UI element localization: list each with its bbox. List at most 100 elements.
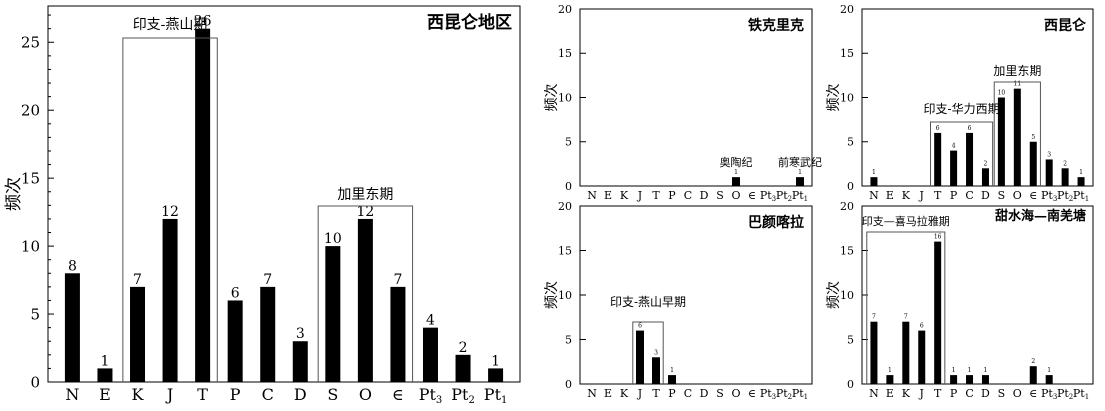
bar-value-label: 1 — [798, 169, 802, 176]
bar-value-label: 12 — [356, 204, 374, 220]
bar-S — [997, 97, 1005, 186]
x-tick-label: ∈ — [1029, 189, 1037, 202]
chart-title: 铁克里克 — [748, 17, 804, 34]
x-tick-label: O — [1013, 387, 1022, 400]
x-tick-label: S — [998, 387, 1006, 400]
y-tick-label: 25 — [21, 34, 40, 52]
bar-Pt1 — [796, 177, 804, 186]
y-tick-label: 0 — [847, 378, 854, 391]
x-tick-label: T — [934, 189, 942, 202]
chart-panel-4: 0 5 10 15 20 频次 N E K 6 J 3 T 1 P C D S O ∈ Pt3 Pt2 Pt1 巴颜喀拉印支-… — [544, 200, 813, 401]
period-label: 印支-燕山早期 — [610, 295, 686, 309]
x-tick-label: E — [604, 189, 612, 202]
bar-D — [981, 375, 989, 384]
x-tick-label: C — [965, 189, 973, 202]
period-label: 加里东期 — [993, 64, 1041, 78]
x-tick-label: P — [950, 387, 958, 400]
x-tick-label: S — [327, 385, 338, 404]
bar-O — [1013, 88, 1021, 186]
period-bracket — [632, 321, 664, 384]
bar-value-label: 8 — [68, 258, 77, 274]
bar-P — [227, 300, 243, 382]
y-tick-label: 20 — [558, 3, 572, 16]
y-tick-label: 0 — [565, 180, 572, 193]
chart-panel-5: 0 5 10 15 20 频次 7 N 1 E 7 K 6 J 16 T 1 P 1 C 1 D S O 2 ∈ 1 Pt3 Pt2 Pt… — [826, 200, 1094, 401]
plot-frame — [47, 5, 521, 383]
x-tick-label: ∈ — [748, 387, 756, 400]
x-tick-label: Pt2 — [776, 387, 792, 401]
chart-title: 巴颜喀拉 — [748, 214, 804, 231]
y-axis-label: 频次 — [544, 84, 560, 112]
x-tick-label: ∈ — [1029, 387, 1037, 400]
period-label: 加里东期 — [337, 187, 393, 203]
x-tick-label: Pt3 — [760, 387, 776, 401]
x-tick-label: Pt1 — [1073, 387, 1089, 401]
x-tick-label: Pt1 — [484, 385, 508, 406]
bar-C — [966, 132, 974, 186]
y-tick-label: 10 — [21, 237, 40, 255]
period-label: 奥陶纪 — [720, 155, 753, 169]
x-tick-label: E — [886, 189, 894, 202]
y-axis-label: 频次 — [826, 84, 842, 112]
bar-value-label: 1 — [984, 367, 988, 374]
bar-C — [966, 375, 974, 384]
x-tick-label: J — [165, 385, 173, 404]
y-tick-label: 20 — [558, 200, 572, 213]
bar-value-label: 1 — [872, 169, 876, 176]
bar-T — [195, 28, 211, 383]
bar-value-label: 4 — [952, 143, 956, 150]
x-tick-label: P — [230, 385, 241, 404]
y-tick-label: 15 — [840, 47, 854, 60]
x-tick-label: T — [652, 387, 660, 400]
bar-value-label: 12 — [161, 204, 179, 220]
bar-value-label: 1 — [101, 353, 110, 369]
bar-D — [981, 168, 989, 186]
y-tick-label: 10 — [840, 289, 854, 302]
period-label: 印支-华力西期 — [924, 102, 1000, 116]
bar-value-label: 1 — [1047, 367, 1051, 374]
bar-value-label: 10 — [998, 90, 1006, 97]
bar-J — [918, 330, 926, 384]
x-tick-label: K — [620, 189, 629, 202]
chart-panel-1: 0510152025频次8N1E7K12J26T6P7C3D10S12O7∈4P… — [4, 5, 521, 406]
bar-value-label: 1 — [968, 367, 972, 374]
bar-value-label: 2 — [459, 340, 468, 356]
x-tick-label: D — [981, 189, 990, 202]
x-tick-label: Pt1 — [792, 387, 808, 401]
bar-value-label: 11 — [1014, 81, 1022, 88]
bar-C — [260, 286, 276, 382]
x-tick-label: P — [668, 387, 676, 400]
bar-value-label: 2 — [1063, 160, 1067, 167]
period-bracket — [317, 205, 414, 382]
y-tick-label: 20 — [840, 3, 854, 16]
y-axis-label: 频次 — [826, 281, 842, 309]
y-tick-label: 10 — [558, 91, 572, 104]
bar-value-label: 7 — [904, 314, 908, 321]
x-tick-label: Pt3 — [1041, 189, 1057, 203]
x-tick-label: Pt2 — [451, 385, 475, 406]
x-tick-label: S — [716, 189, 724, 202]
y-tick-label: 15 — [558, 47, 572, 60]
x-tick-label: J — [637, 387, 642, 400]
x-tick-label: D — [981, 387, 990, 400]
x-tick-label: E — [604, 387, 612, 400]
bar-value-label: 7 — [133, 272, 142, 288]
y-tick-label: 10 — [840, 91, 854, 104]
bar-value-label: 2 — [1031, 358, 1035, 365]
bar-N — [64, 273, 80, 382]
plot-frame — [861, 8, 1094, 187]
bar-value-label: 7 — [393, 272, 402, 288]
x-tick-label: P — [668, 189, 676, 202]
y-tick-label: 20 — [21, 101, 40, 119]
x-tick-label: Pt2 — [1057, 387, 1073, 401]
x-tick-label: E — [99, 385, 111, 404]
x-tick-label: D — [294, 385, 307, 404]
bar-value-label: 1 — [1079, 169, 1083, 176]
bar-Pt2 — [1061, 168, 1069, 186]
bar-value-label: 6 — [936, 125, 940, 132]
y-tick-label: 5 — [30, 305, 40, 323]
x-tick-label: N — [587, 387, 597, 400]
y-tick-label: 15 — [21, 169, 40, 187]
